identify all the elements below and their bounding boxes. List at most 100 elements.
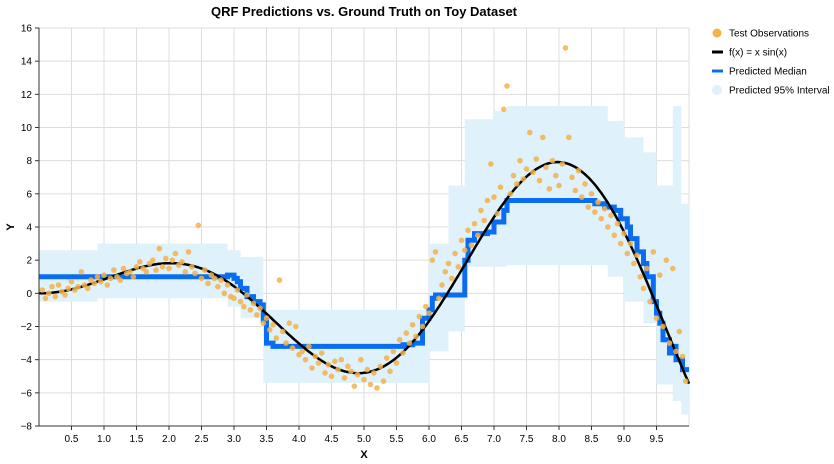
- observation-point: [650, 249, 657, 255]
- observation-point: [335, 366, 341, 373]
- observation-point: [241, 303, 247, 310]
- observation-point: [644, 265, 650, 272]
- legend-label: f(x) = x sin(x): [729, 48, 787, 59]
- observation-point: [536, 177, 543, 184]
- observation-point: [218, 277, 224, 283]
- observations: [39, 45, 689, 391]
- observation-point: [624, 250, 631, 257]
- observation-point: [471, 220, 478, 227]
- observation-point: [267, 327, 273, 333]
- observation-point: [192, 270, 198, 277]
- observation-point: [621, 230, 627, 237]
- x-tick-label: 5.0: [357, 434, 371, 445]
- observation-point: [647, 298, 653, 305]
- observation-point: [670, 265, 676, 272]
- observation-point: [527, 129, 533, 136]
- x-tick-label: 6.0: [422, 434, 436, 445]
- observation-point: [396, 337, 403, 343]
- legend-swatch-point: [712, 28, 722, 38]
- observation-point: [309, 365, 315, 371]
- observation-point: [614, 220, 621, 227]
- observation-point: [383, 355, 390, 361]
- observation-point: [416, 313, 423, 320]
- observation-point: [608, 212, 614, 219]
- legend: Test Observations f(x) = x sin(x) Predicte…: [712, 28, 830, 97]
- observation-point: [46, 290, 52, 297]
- observation-point: [111, 267, 117, 273]
- observation-point: [637, 274, 644, 280]
- observation-point: [195, 222, 202, 229]
- observation-point: [351, 383, 358, 390]
- observation-point: [429, 257, 436, 264]
- observation-point: [432, 249, 439, 255]
- observation-point: [367, 381, 374, 388]
- observation-point: [263, 315, 270, 322]
- observation-point: [403, 330, 410, 336]
- observation-point: [452, 250, 458, 257]
- observation-point: [426, 310, 432, 317]
- observation-point: [253, 312, 260, 318]
- chart-title: QRF Predictions vs. Ground Truth on Toy …: [211, 4, 518, 19]
- y-tick-label: 12: [21, 90, 33, 101]
- y-tick-label: −6: [21, 388, 33, 399]
- observation-point: [458, 237, 465, 244]
- observation-point: [673, 348, 679, 355]
- axes: 0.5 1.0 1.5 2.0 2.5 3.0 3.5 4.0 4.5 5.0 5.5 6.0 6.5 7…: [21, 24, 689, 445]
- observation-point: [666, 340, 673, 346]
- observation-point: [361, 376, 367, 383]
- observation-point: [325, 361, 332, 368]
- observation-point: [293, 323, 299, 330]
- legend-label: Predicted Median: [729, 67, 807, 78]
- observation-point: [52, 293, 59, 300]
- observation-point: [163, 255, 169, 262]
- observation-point: [98, 278, 104, 285]
- y-tick-label: 4: [26, 223, 32, 234]
- observation-point: [286, 320, 293, 327]
- observation-point: [501, 106, 507, 113]
- observation-point: [166, 265, 172, 272]
- x-tick-label: 0.5: [65, 434, 79, 445]
- x-tick-label: 2.5: [195, 434, 209, 445]
- observation-point: [679, 353, 686, 360]
- x-tick-label: 4.5: [325, 434, 339, 445]
- y-tick-label: −4: [21, 355, 33, 366]
- observation-point: [221, 290, 228, 297]
- observation-point: [653, 315, 660, 322]
- observation-point: [234, 287, 241, 293]
- observation-point: [514, 181, 520, 187]
- observation-point: [455, 264, 462, 270]
- observation-point: [595, 199, 601, 205]
- observation-point: [601, 206, 608, 212]
- observation-point: [260, 320, 267, 327]
- x-tick-label: 3.5: [260, 434, 274, 445]
- observation-point: [237, 298, 244, 305]
- observation-point: [559, 161, 566, 167]
- legend-label: Test Observations: [729, 29, 809, 40]
- observation-point: [159, 264, 166, 270]
- observation-point: [575, 167, 582, 174]
- observation-point: [244, 292, 250, 298]
- observation-point: [120, 265, 127, 272]
- observation-point: [682, 378, 689, 385]
- x-tick-label: 8.5: [585, 434, 599, 445]
- observation-point: [78, 269, 85, 275]
- observation-point: [507, 191, 514, 197]
- y-tick-label: 6: [26, 189, 32, 200]
- observation-point: [65, 285, 72, 292]
- observation-point: [179, 259, 185, 265]
- y-tick-label: 14: [21, 57, 33, 68]
- observation-point: [127, 269, 133, 275]
- observation-point: [439, 282, 445, 288]
- x-tick-label: 3.0: [227, 434, 241, 445]
- x-tick-label: 5.5: [390, 434, 404, 445]
- observation-point: [341, 375, 348, 381]
- observation-point: [523, 166, 530, 172]
- observation-point: [540, 134, 546, 141]
- observation-point: [517, 157, 523, 164]
- observation-point: [491, 194, 497, 200]
- observation-point: [494, 210, 501, 217]
- observation-point: [231, 295, 237, 302]
- observation-point: [592, 209, 598, 215]
- observation-point: [377, 363, 384, 370]
- observation-point: [634, 252, 640, 258]
